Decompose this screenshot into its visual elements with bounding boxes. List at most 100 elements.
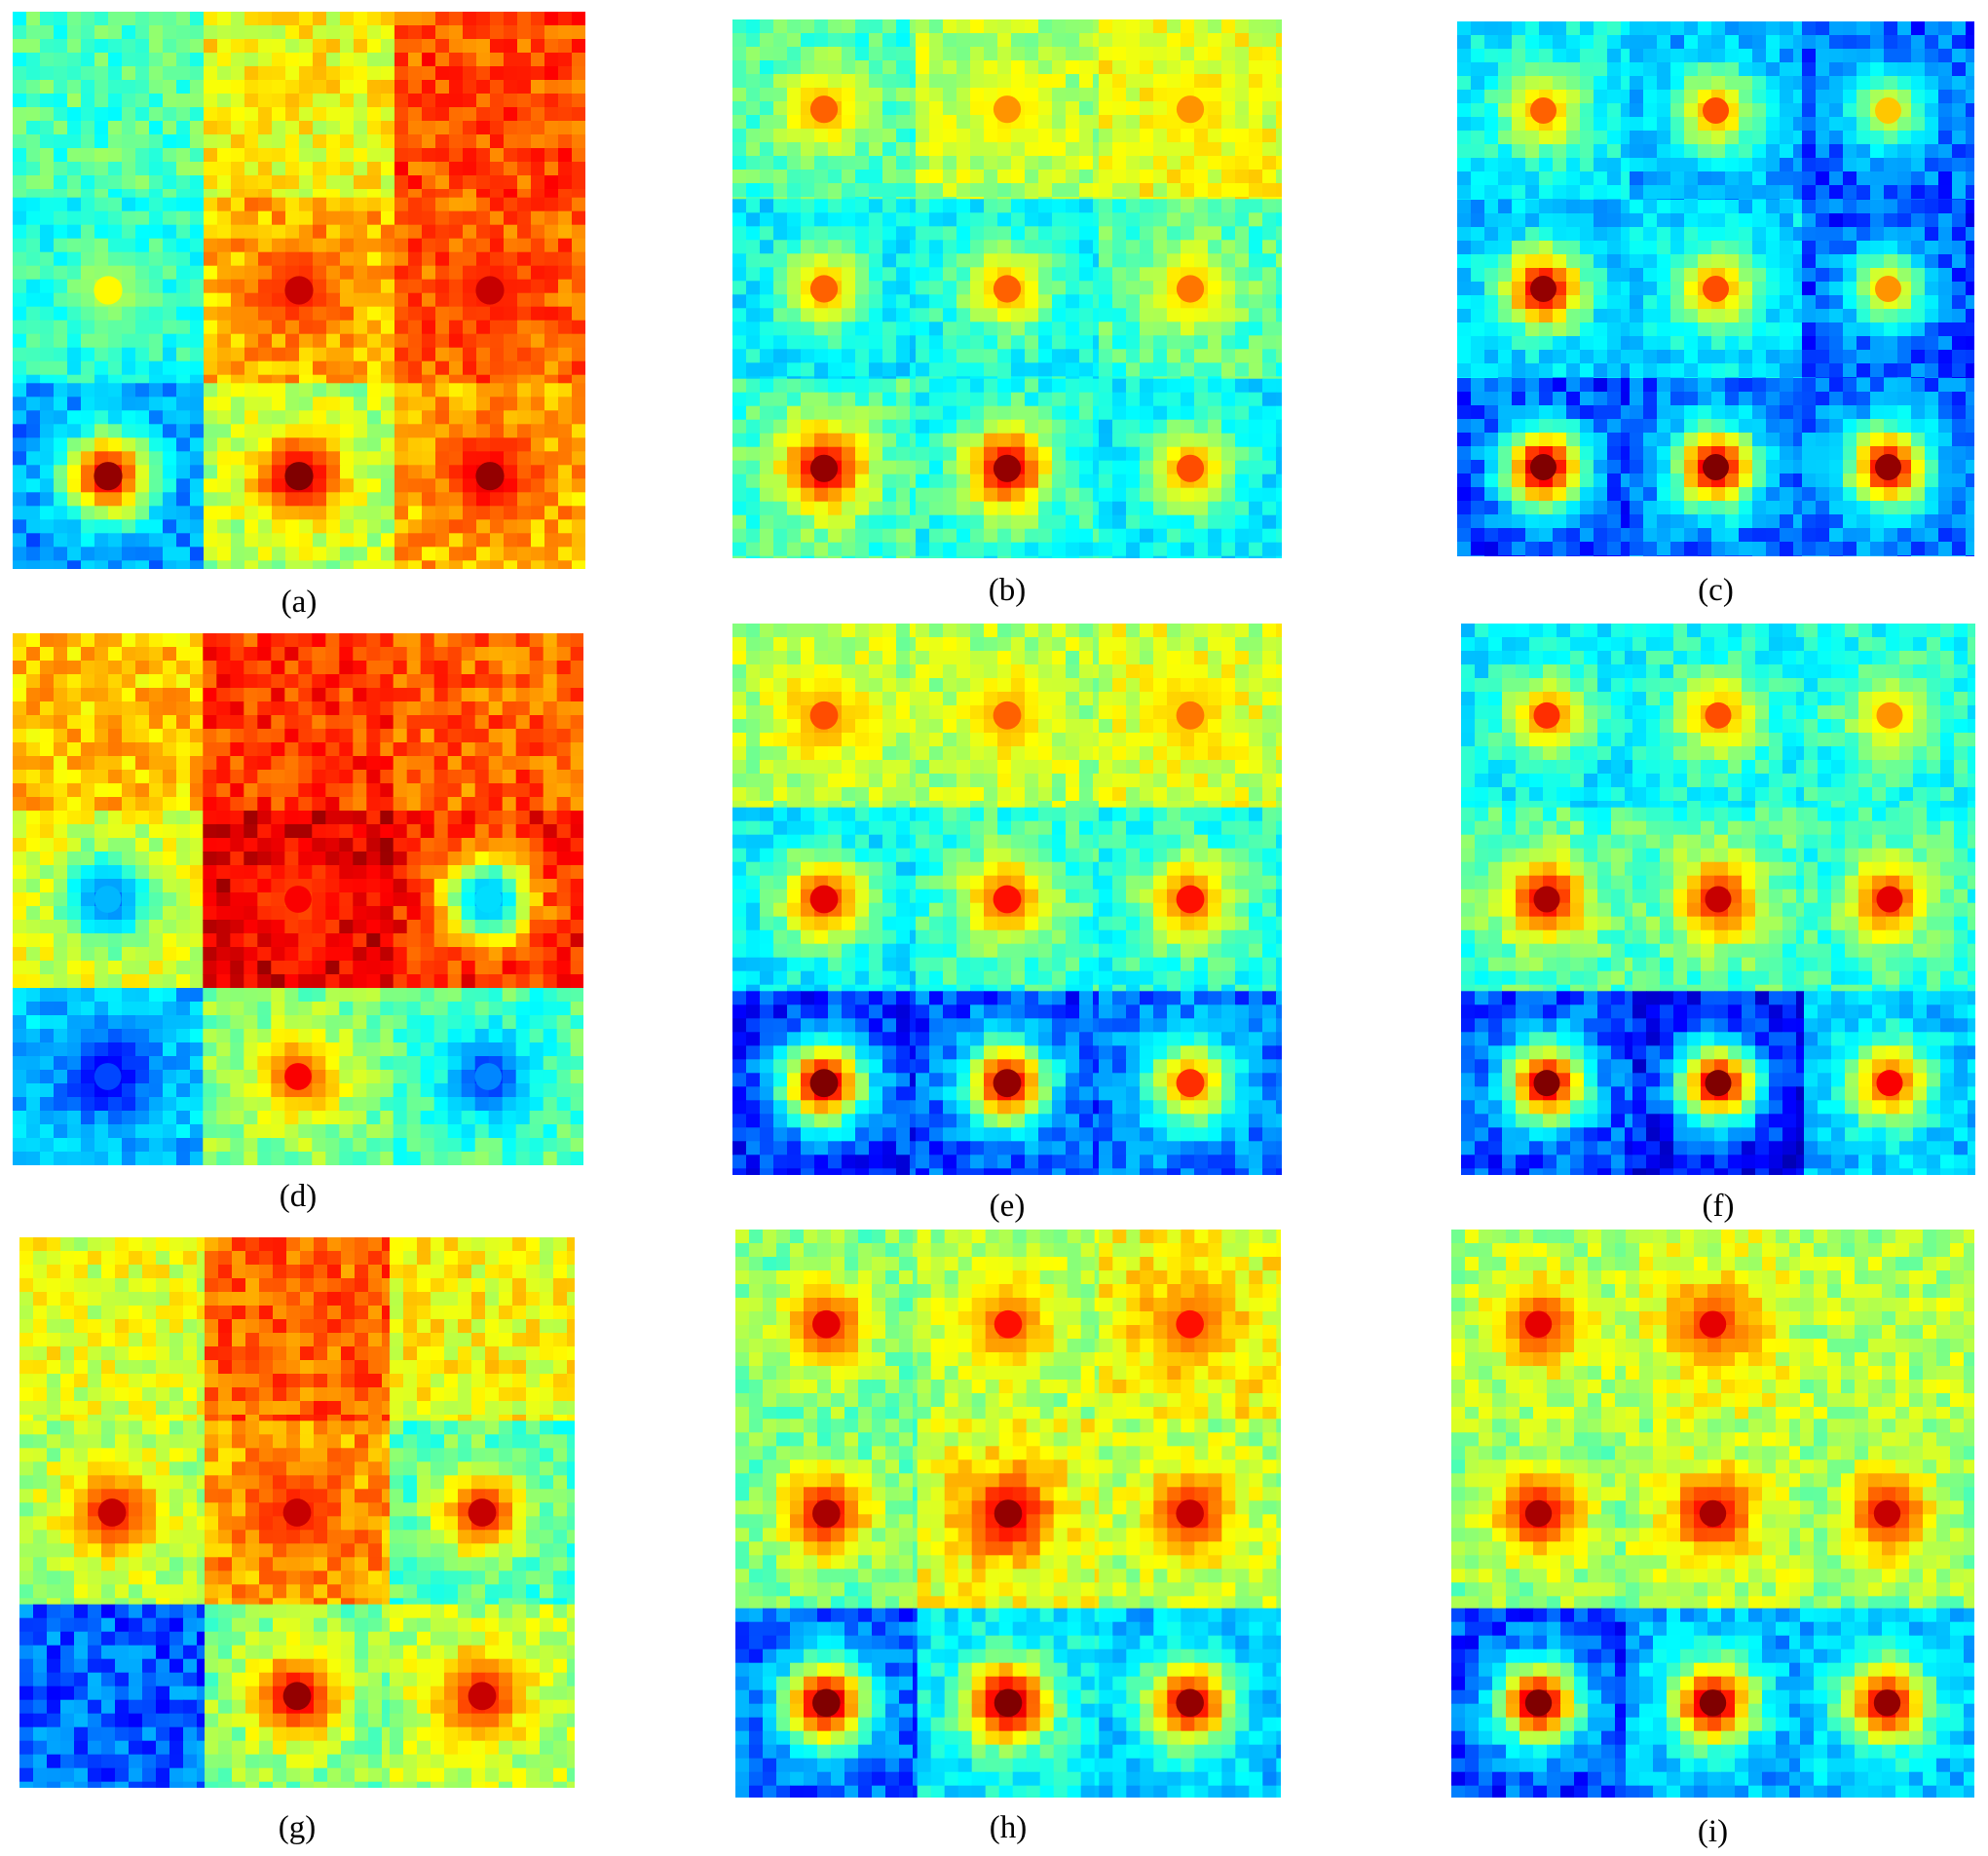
tile-r1-c0 bbox=[1457, 200, 1631, 379]
tile-r2-c1 bbox=[205, 1604, 391, 1788]
tile-r2-c2 bbox=[1802, 378, 1974, 556]
tile-r1-c2 bbox=[1099, 807, 1282, 992]
hot-spot bbox=[1524, 1310, 1553, 1338]
hot-spot bbox=[994, 1688, 1023, 1718]
tile-r0-c2 bbox=[393, 633, 583, 812]
hot-spot bbox=[1699, 1689, 1727, 1717]
tile-r2-c1 bbox=[1630, 378, 1803, 556]
tile-r1-c1 bbox=[1626, 1419, 1801, 1610]
tile-r2-c0 bbox=[13, 383, 205, 569]
hot-spot bbox=[1176, 454, 1205, 482]
hot-spot bbox=[94, 276, 123, 305]
tile-r1-c2 bbox=[393, 811, 583, 989]
hot-spot bbox=[1176, 1069, 1205, 1098]
tile-r0-c1 bbox=[204, 12, 395, 199]
tile-r2-c2 bbox=[390, 1604, 575, 1788]
tile-r0-c2 bbox=[1099, 1230, 1281, 1420]
tile-r1-c1 bbox=[1632, 807, 1805, 992]
tile-r2-c2 bbox=[393, 988, 583, 1165]
tile-r2-c2 bbox=[1099, 991, 1282, 1175]
hot-spot bbox=[1875, 276, 1901, 302]
tile-r0-c0 bbox=[1451, 1230, 1627, 1420]
tile-r0-c2 bbox=[390, 1237, 575, 1421]
tile-r0-c1 bbox=[916, 624, 1100, 809]
hot-spot bbox=[97, 1498, 127, 1527]
hot-spot bbox=[1530, 276, 1557, 302]
tile-r2-c1 bbox=[916, 378, 1100, 558]
heatmap-panel-i bbox=[1451, 1230, 1974, 1798]
tile-r2-c2 bbox=[1099, 1608, 1281, 1798]
hot-spot bbox=[809, 95, 839, 124]
hot-spot bbox=[1176, 1688, 1204, 1718]
tile-r0-c0 bbox=[732, 19, 917, 200]
heatmap-panel-e bbox=[732, 624, 1282, 1175]
tile-r1-c0 bbox=[732, 199, 917, 380]
tile-r2-c0 bbox=[19, 1604, 206, 1788]
caption-b: (b) bbox=[988, 573, 1027, 608]
tile-r2-c0 bbox=[732, 378, 917, 558]
heatmap-image-a bbox=[13, 12, 585, 569]
tile-r1-c1 bbox=[204, 197, 395, 384]
caption-a: (a) bbox=[281, 585, 318, 620]
caption-d: (d) bbox=[279, 1179, 318, 1214]
tile-r2-c1 bbox=[916, 991, 1100, 1175]
tile-r2-c1 bbox=[204, 383, 395, 569]
heatmap-image-f bbox=[1461, 624, 1975, 1175]
tile-r0-c1 bbox=[1626, 1230, 1801, 1420]
hot-spot bbox=[475, 276, 505, 305]
hot-spot bbox=[809, 454, 839, 482]
heatmap-panel-b bbox=[732, 19, 1282, 558]
tile-r1-c2 bbox=[1802, 200, 1974, 379]
hot-spot bbox=[94, 462, 123, 491]
hot-spot bbox=[468, 1682, 497, 1711]
hot-spot bbox=[993, 885, 1022, 914]
hot-spot bbox=[1703, 454, 1729, 480]
hot-spot bbox=[94, 886, 122, 913]
hot-spot bbox=[1176, 885, 1205, 914]
hot-spot bbox=[993, 1069, 1022, 1098]
hot-spot bbox=[284, 462, 314, 491]
tile-r1-c1 bbox=[1630, 200, 1803, 379]
tile-r2-c1 bbox=[1632, 991, 1805, 1175]
hot-spot bbox=[809, 701, 839, 730]
hot-spot bbox=[468, 1498, 497, 1527]
hot-spot bbox=[1705, 886, 1732, 913]
heatmap-image-c bbox=[1457, 21, 1974, 556]
heatmap-panel-f bbox=[1461, 624, 1975, 1175]
tile-r0-c0 bbox=[13, 633, 204, 812]
hot-spot bbox=[284, 1063, 312, 1090]
hot-spot bbox=[812, 1499, 841, 1528]
heatmap-image-g bbox=[19, 1237, 575, 1788]
hot-spot bbox=[284, 276, 314, 305]
tile-r2-c0 bbox=[1451, 1608, 1627, 1798]
tile-r0-c0 bbox=[732, 624, 917, 809]
tile-r1-c0 bbox=[732, 807, 917, 992]
hot-spot bbox=[994, 1499, 1023, 1528]
tile-r1-c0 bbox=[735, 1419, 919, 1610]
caption-f: (f) bbox=[1702, 1189, 1735, 1224]
hot-spot bbox=[1533, 1070, 1560, 1097]
tile-r1-c1 bbox=[203, 811, 394, 989]
hot-spot bbox=[1876, 1070, 1903, 1097]
tile-r0-c0 bbox=[1461, 624, 1633, 809]
caption-i: (i) bbox=[1697, 1814, 1729, 1849]
tile-r0-c0 bbox=[1457, 21, 1631, 201]
tile-r1-c2 bbox=[390, 1420, 575, 1606]
tile-r1-c0 bbox=[1461, 807, 1633, 992]
hot-spot bbox=[1530, 454, 1557, 480]
tile-r0-c1 bbox=[203, 633, 394, 812]
tile-r0-c0 bbox=[13, 12, 205, 199]
heatmap-panel-g bbox=[19, 1237, 575, 1788]
heatmap-panel-a bbox=[13, 12, 585, 569]
hot-spot bbox=[809, 885, 839, 914]
tile-r2-c0 bbox=[1457, 378, 1631, 556]
tile-r2-c1 bbox=[203, 988, 394, 1165]
hot-spot bbox=[1876, 701, 1903, 729]
tile-r2-c2 bbox=[1800, 1608, 1974, 1798]
tile-r0-c2 bbox=[1800, 1230, 1974, 1420]
hot-spot bbox=[1703, 276, 1729, 302]
hot-spot bbox=[1703, 97, 1729, 124]
tile-r0-c1 bbox=[205, 1237, 391, 1421]
tile-r0-c2 bbox=[1804, 624, 1975, 809]
heatmap-image-h bbox=[735, 1230, 1281, 1798]
